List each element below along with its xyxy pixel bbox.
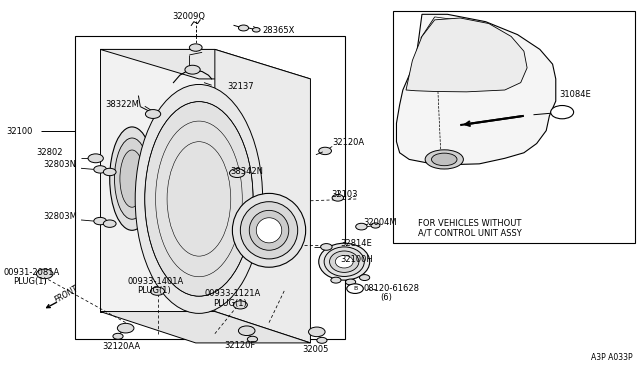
Text: (6): (6) xyxy=(380,293,392,302)
Text: 32009Q: 32009Q xyxy=(172,12,205,21)
Circle shape xyxy=(550,106,573,119)
Text: 32120AA: 32120AA xyxy=(102,342,140,351)
Ellipse shape xyxy=(135,84,262,313)
Circle shape xyxy=(356,223,367,230)
Text: 28365X: 28365X xyxy=(262,26,295,35)
Circle shape xyxy=(308,327,325,337)
Ellipse shape xyxy=(232,193,306,267)
Circle shape xyxy=(113,333,123,339)
Circle shape xyxy=(234,301,247,309)
Circle shape xyxy=(88,154,103,163)
Text: 32137: 32137 xyxy=(228,82,254,91)
Text: A3P A033P: A3P A033P xyxy=(591,353,632,362)
Text: 38342N: 38342N xyxy=(231,167,264,176)
Circle shape xyxy=(331,277,341,283)
Bar xyxy=(75,36,346,339)
Bar xyxy=(394,11,636,243)
Ellipse shape xyxy=(120,150,144,207)
Ellipse shape xyxy=(335,256,353,268)
Ellipse shape xyxy=(330,251,359,272)
Circle shape xyxy=(252,28,260,32)
Circle shape xyxy=(185,65,200,74)
Polygon shape xyxy=(100,311,310,343)
Text: 31084E: 31084E xyxy=(559,90,591,99)
Circle shape xyxy=(239,25,248,31)
Circle shape xyxy=(103,168,116,176)
Ellipse shape xyxy=(249,211,289,250)
Circle shape xyxy=(239,326,255,336)
Circle shape xyxy=(360,275,370,280)
Text: 32004M: 32004M xyxy=(364,218,397,227)
Ellipse shape xyxy=(431,153,457,166)
Ellipse shape xyxy=(425,150,463,169)
Text: 00933-1401A: 00933-1401A xyxy=(127,277,184,286)
Text: PLUG(1): PLUG(1) xyxy=(137,286,171,295)
Polygon shape xyxy=(396,14,556,164)
Circle shape xyxy=(347,284,364,294)
Text: A/T CONTROL UNIT ASSY: A/T CONTROL UNIT ASSY xyxy=(418,229,522,238)
Ellipse shape xyxy=(324,247,364,276)
Ellipse shape xyxy=(319,243,370,280)
Circle shape xyxy=(145,110,161,118)
Text: 32005: 32005 xyxy=(303,345,329,354)
Text: 38322M: 38322M xyxy=(105,100,139,109)
Text: PLUG(1): PLUG(1) xyxy=(214,299,247,308)
Circle shape xyxy=(247,336,257,342)
Circle shape xyxy=(36,269,53,279)
Text: 32103: 32103 xyxy=(332,190,358,199)
Polygon shape xyxy=(100,49,310,79)
Text: B: B xyxy=(353,286,357,291)
Circle shape xyxy=(117,323,134,333)
Text: 32814E: 32814E xyxy=(340,239,372,248)
Text: 32100: 32100 xyxy=(6,127,33,136)
Ellipse shape xyxy=(145,102,253,296)
Text: 32120A: 32120A xyxy=(333,138,365,147)
Ellipse shape xyxy=(115,138,150,219)
Ellipse shape xyxy=(256,218,282,243)
Circle shape xyxy=(319,147,332,155)
Text: 08120-61628: 08120-61628 xyxy=(364,284,419,293)
Text: PLUG(1): PLUG(1) xyxy=(13,278,47,286)
Circle shape xyxy=(230,169,245,177)
Text: 32802: 32802 xyxy=(36,148,63,157)
Text: 32100H: 32100H xyxy=(340,255,373,264)
Polygon shape xyxy=(215,49,310,343)
Polygon shape xyxy=(100,49,215,311)
Text: 00933-1121A: 00933-1121A xyxy=(204,289,260,298)
Ellipse shape xyxy=(109,127,154,230)
Circle shape xyxy=(94,217,106,225)
Circle shape xyxy=(346,279,356,285)
Text: FOR VEHICLES WITHOUT: FOR VEHICLES WITHOUT xyxy=(418,219,522,228)
Polygon shape xyxy=(406,18,527,92)
Circle shape xyxy=(150,287,164,295)
Circle shape xyxy=(317,337,327,343)
Circle shape xyxy=(332,195,344,201)
Text: 32803M: 32803M xyxy=(43,212,77,221)
Text: 00931-2081A: 00931-2081A xyxy=(3,268,60,277)
Text: 32120F: 32120F xyxy=(225,341,255,350)
Circle shape xyxy=(321,244,332,250)
Circle shape xyxy=(94,166,106,173)
Circle shape xyxy=(371,223,380,228)
Text: FRONT: FRONT xyxy=(54,284,81,305)
Text: 32803N: 32803N xyxy=(43,160,76,169)
Circle shape xyxy=(103,220,116,227)
Circle shape xyxy=(189,44,202,51)
Ellipse shape xyxy=(241,202,298,259)
